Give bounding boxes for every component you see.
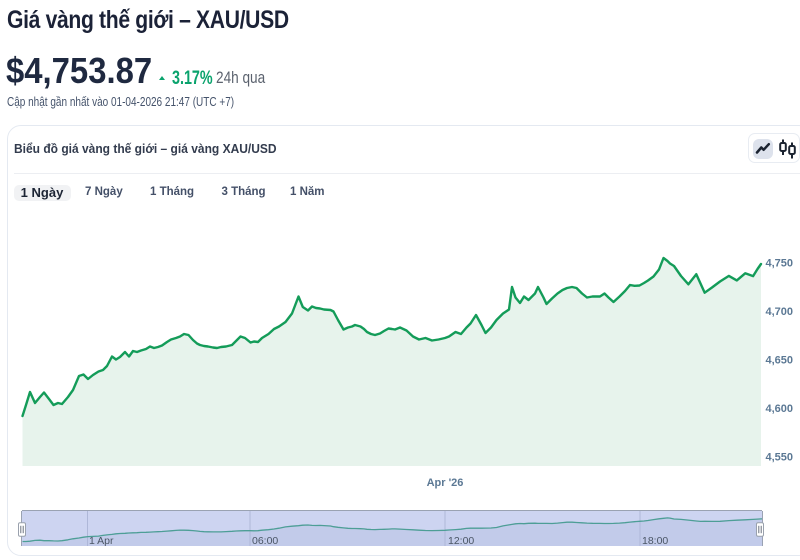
svg-text:1 Apr: 1 Apr	[89, 535, 114, 547]
svg-text:Apr '26: Apr '26	[427, 477, 464, 489]
svg-text:4,600: 4,600	[765, 403, 793, 415]
svg-text:4,700: 4,700	[765, 306, 793, 318]
svg-text:12:00: 12:00	[448, 535, 474, 547]
svg-text:18:00: 18:00	[642, 535, 668, 547]
svg-text:06:00: 06:00	[252, 535, 278, 547]
svg-text:4,750: 4,750	[765, 258, 793, 270]
svg-text:4,550: 4,550	[765, 452, 793, 464]
svg-text:4,650: 4,650	[765, 355, 793, 367]
